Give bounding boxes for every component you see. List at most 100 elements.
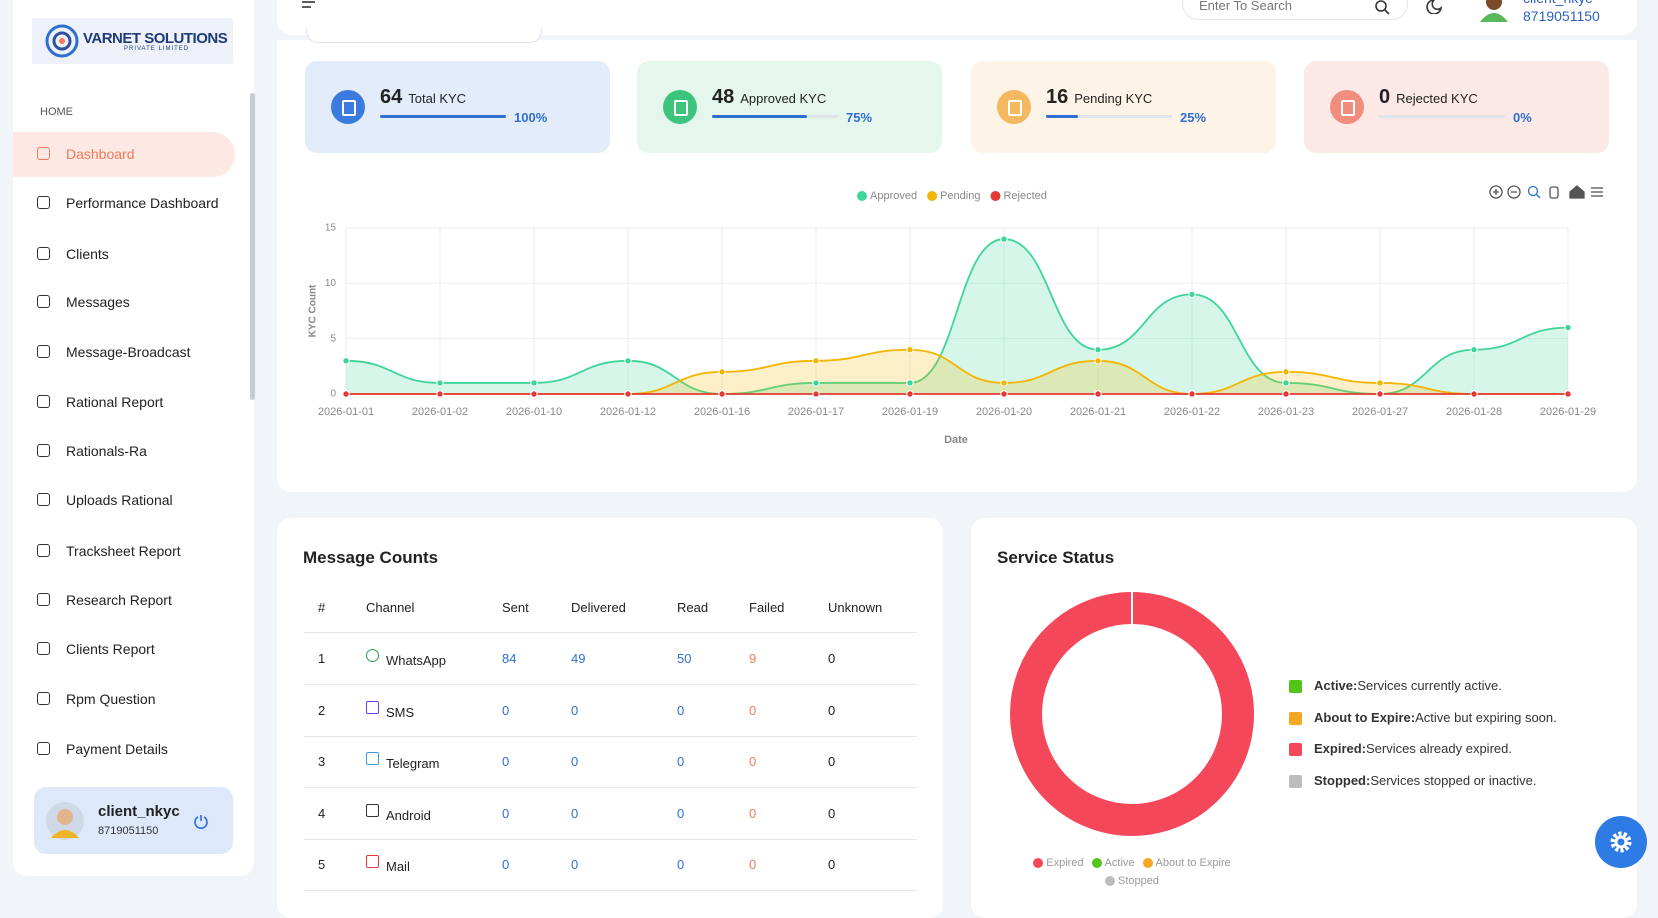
nav-item[interactable]: Clients	[66, 246, 109, 262]
nav-item[interactable]: Payment Details	[66, 741, 168, 757]
power-button[interactable]	[193, 813, 209, 829]
logo-icon	[45, 24, 79, 58]
point	[1282, 368, 1290, 376]
nav-icon	[37, 742, 50, 755]
y-tick-label: 10	[325, 278, 337, 289]
x-tick-label: 2026-01-21	[1070, 406, 1126, 418]
point	[1564, 323, 1572, 332]
table-divider	[304, 632, 917, 633]
nav-item[interactable]: Rationals-Ra	[66, 443, 147, 459]
nav-item[interactable]: Research Report	[66, 592, 172, 608]
nav-item[interactable]: Dashboard	[66, 146, 135, 162]
status-legend-text: Active but expiring soon.	[1415, 709, 1557, 725]
point	[436, 379, 444, 387]
status-legend-label: Stopped:	[1314, 773, 1371, 789]
nav-icon	[37, 395, 50, 408]
point	[624, 390, 632, 398]
kyc-percent: 100%	[514, 110, 548, 125]
nav-item[interactable]: Messages	[66, 294, 130, 310]
table-cell: 50	[677, 651, 692, 666]
menu-toggle[interactable]	[301, 0, 317, 12]
nav-item[interactable]: Rational Report	[66, 394, 164, 410]
nav-icon	[37, 295, 50, 308]
nav-active-bg	[13, 132, 235, 177]
table-cell: 0	[828, 805, 836, 821]
nav-icon	[37, 345, 50, 358]
chart-toolbar[interactable]	[1488, 184, 1604, 200]
kyc-count: 64	[380, 86, 403, 108]
point	[812, 390, 820, 398]
nav-item[interactable]: Clients Report	[66, 641, 155, 657]
point	[1000, 379, 1008, 387]
nav-icon	[37, 196, 50, 209]
point	[1564, 390, 1572, 398]
table-cell: 0	[828, 857, 836, 872]
point	[1000, 235, 1008, 243]
table-header: Delivered	[571, 600, 626, 615]
kyc-title-row: 48 Approved KYC	[712, 86, 826, 109]
donut-legend-item: Active	[1091, 857, 1135, 869]
legend-label: Approved	[870, 190, 917, 202]
x-axis-label: Date	[944, 434, 968, 446]
logo-tagline: PRIVATE LIMITED	[124, 46, 190, 52]
table-cell: 0	[749, 702, 757, 718]
user-name: client_nkyc	[98, 803, 180, 820]
point	[812, 379, 820, 387]
user-phone: 8719051150	[98, 825, 159, 837]
table-cell: 0	[828, 702, 836, 718]
section-label: HOME	[40, 106, 73, 118]
kyc-progress-track	[1046, 115, 1172, 118]
kyc-icon	[1330, 90, 1364, 124]
area	[346, 349, 1568, 394]
donut-legend-marker	[1105, 876, 1115, 886]
donut-legend-marker	[1033, 858, 1044, 868]
search-icon[interactable]	[1374, 0, 1392, 16]
legend-label: Rejected	[1003, 190, 1046, 202]
y-tick-label: 0	[330, 389, 336, 400]
table-divider	[304, 684, 917, 685]
donut-legend-item: Stopped	[1105, 875, 1159, 887]
theme-toggle[interactable]	[1425, 0, 1443, 14]
page: VARNET SOLUTIONS PRIVATE LIMITED HOME Da…	[13, 0, 1647, 918]
point	[1094, 346, 1102, 354]
status-legend-row: About to Expire:Active but expiring soon…	[1314, 710, 1557, 725]
nav-item[interactable]: Message-Broadcast	[66, 344, 191, 360]
nav-icon	[37, 493, 50, 506]
y-tick-label: 5	[330, 333, 336, 344]
table-cell: 1	[318, 651, 326, 666]
table-cell: 0	[749, 754, 757, 769]
kyc-icon	[997, 90, 1031, 124]
donut-legend-marker	[1142, 858, 1153, 868]
table-cell: 9	[749, 651, 757, 666]
nav-icon	[37, 642, 50, 655]
service-card	[971, 518, 1637, 918]
nav-item[interactable]: Uploads Rational	[66, 492, 173, 508]
table-cell: 0	[749, 805, 757, 821]
point	[1376, 379, 1384, 387]
point	[906, 346, 914, 354]
channel-icon	[366, 752, 379, 765]
table-cell: 0	[677, 754, 685, 769]
status-legend-label: About to Expire:	[1314, 709, 1416, 725]
kyc-percent: 25%	[1180, 110, 1207, 125]
settings-button[interactable]	[1595, 816, 1647, 868]
nav-item[interactable]: Tracksheet Report	[66, 543, 181, 559]
x-tick-label: 2026-01-23	[1258, 406, 1314, 418]
kyc-progress-bar	[380, 115, 506, 118]
point	[1000, 390, 1008, 398]
status-legend-text: Services currently active.	[1357, 678, 1502, 693]
point	[436, 390, 444, 398]
nav-item[interactable]: Rpm Question	[66, 691, 156, 707]
nav-item[interactable]: Performance Dashboard	[66, 195, 219, 211]
point	[906, 379, 914, 387]
donut-legend-label: About to Expire	[1155, 857, 1231, 869]
table-cell: 84	[502, 651, 517, 666]
header-user-phone: 8719051150	[1523, 8, 1600, 24]
status-legend-row: Stopped:Services stopped or inactive.	[1314, 773, 1537, 788]
table-cell: 0	[502, 857, 510, 872]
header-avatar[interactable]	[1478, 0, 1510, 22]
table-cell: 0	[571, 754, 579, 769]
x-tick-label: 2026-01-12	[600, 406, 656, 418]
channel-icon	[366, 855, 379, 868]
status-legend-text: Services stopped or inactive.	[1370, 773, 1537, 789]
